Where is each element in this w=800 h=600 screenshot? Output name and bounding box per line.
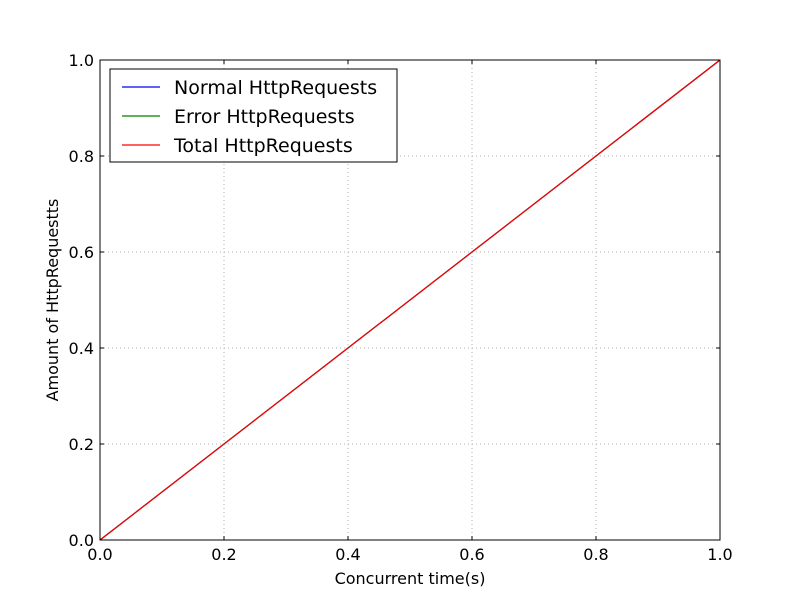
plot-frame <box>99 59 721 541</box>
x-tick-label: 1.0 <box>707 545 732 564</box>
x-tick-label: 0.2 <box>211 545 236 564</box>
legend-label: Total HttpRequests <box>173 135 353 157</box>
y-tick-label: 0.0 <box>69 531 94 550</box>
series-layer <box>99 59 721 541</box>
y-axis-label: Amount of HttpRequestts <box>43 199 62 402</box>
series-line-3 <box>99 59 721 541</box>
x-tick-label: 0.8 <box>583 545 608 564</box>
legend-label: Normal HttpRequests <box>174 77 377 99</box>
y-tick-label: 0.8 <box>69 147 94 166</box>
y-tick-label: 1.0 <box>69 51 94 70</box>
axis-ticks: 0.0 0.2 0.4 0.6 0.8 1.0 0.0 0.2 0.4 0.6 0.8 1.0 <box>69 51 733 564</box>
x-tick-label: 0.6 <box>459 545 484 564</box>
legend-label: Error HttpRequests <box>174 106 355 128</box>
x-axis-label: Concurrent time(s) <box>335 569 486 588</box>
y-tick-label: 0.6 <box>69 243 94 262</box>
x-tick-label: 0.4 <box>335 545 360 564</box>
legend: Normal HttpRequests Error HttpRequests Tot… <box>109 68 398 163</box>
y-tick-label: 0.4 <box>69 339 94 358</box>
x-tick-label: 0.0 <box>87 545 112 564</box>
y-tick-label: 0.2 <box>69 435 94 454</box>
